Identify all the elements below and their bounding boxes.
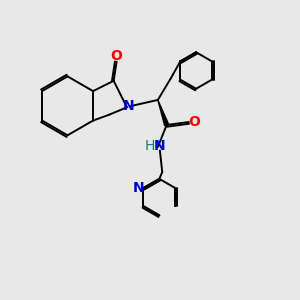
Text: N: N bbox=[133, 181, 144, 195]
Text: O: O bbox=[188, 115, 200, 129]
Polygon shape bbox=[158, 100, 169, 126]
Text: N: N bbox=[154, 139, 166, 153]
Text: N: N bbox=[122, 99, 134, 113]
Text: O: O bbox=[111, 50, 122, 63]
Text: H: H bbox=[144, 139, 155, 153]
